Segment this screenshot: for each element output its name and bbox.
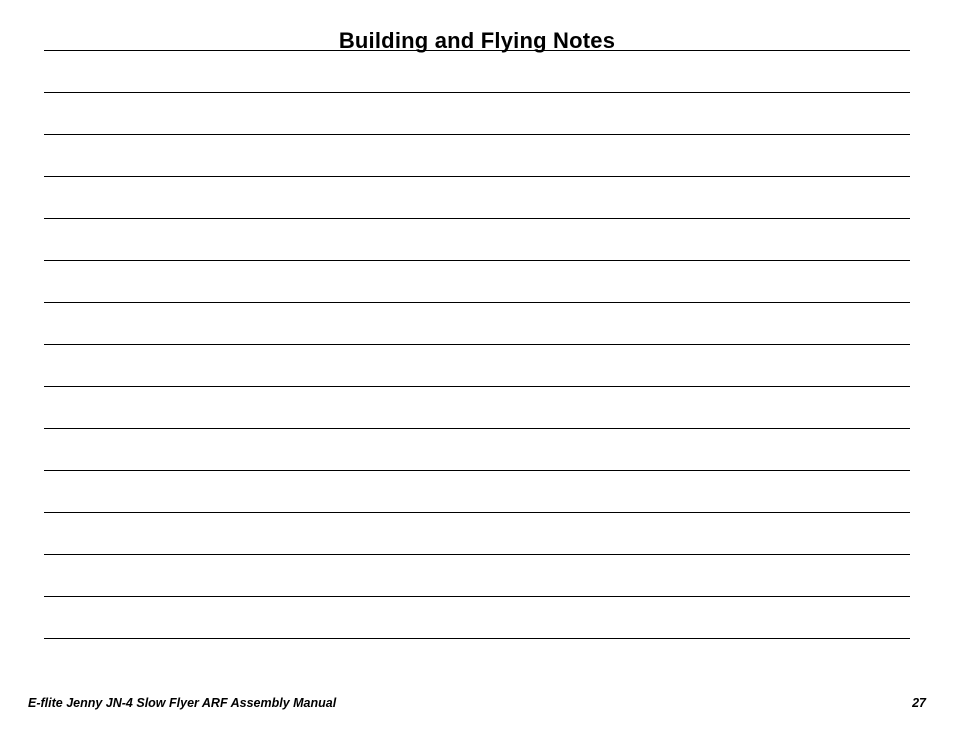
ruled-line: [44, 428, 910, 429]
ruled-line: [44, 176, 910, 177]
ruled-line: [44, 302, 910, 303]
notes-page: Building and Flying Notes E-flite Jenny …: [0, 0, 954, 738]
ruled-line: [44, 50, 910, 51]
ruled-line: [44, 134, 910, 135]
ruled-line: [44, 386, 910, 387]
ruled-line: [44, 470, 910, 471]
ruled-line: [44, 596, 910, 597]
ruled-line: [44, 638, 910, 639]
ruled-line: [44, 554, 910, 555]
ruled-line: [44, 260, 910, 261]
ruled-line: [44, 92, 910, 93]
page-number: 27: [912, 696, 926, 710]
ruled-line: [44, 218, 910, 219]
ruled-line: [44, 512, 910, 513]
footer-manual-title: E-flite Jenny JN-4 Slow Flyer ARF Assemb…: [28, 696, 336, 710]
page-footer: E-flite Jenny JN-4 Slow Flyer ARF Assemb…: [28, 696, 926, 710]
ruled-line: [44, 344, 910, 345]
ruled-lines-area: [44, 50, 910, 639]
